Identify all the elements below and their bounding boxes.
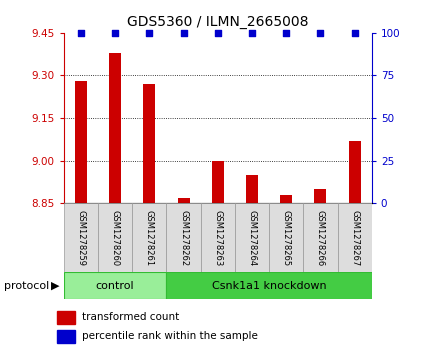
Bar bbox=[57, 330, 75, 343]
Bar bbox=[303, 203, 337, 272]
Text: GSM1278259: GSM1278259 bbox=[77, 210, 85, 266]
Bar bbox=[75, 81, 87, 203]
Text: GSM1278260: GSM1278260 bbox=[110, 210, 120, 266]
Bar bbox=[109, 53, 121, 203]
Bar bbox=[348, 141, 361, 203]
Text: Csnk1a1 knockdown: Csnk1a1 knockdown bbox=[212, 281, 326, 291]
Text: GSM1278263: GSM1278263 bbox=[213, 210, 222, 266]
Text: control: control bbox=[96, 281, 135, 291]
Point bbox=[351, 30, 358, 36]
Point bbox=[317, 30, 324, 36]
Point bbox=[180, 30, 187, 36]
Text: percentile rank within the sample: percentile rank within the sample bbox=[82, 331, 258, 341]
Text: GSM1278266: GSM1278266 bbox=[316, 210, 325, 266]
Text: transformed count: transformed count bbox=[82, 312, 180, 322]
Bar bbox=[98, 203, 132, 272]
Point bbox=[112, 30, 119, 36]
Bar bbox=[178, 197, 190, 203]
Text: GSM1278267: GSM1278267 bbox=[350, 210, 359, 266]
Bar bbox=[64, 203, 98, 272]
Bar bbox=[315, 189, 326, 203]
Text: ▶: ▶ bbox=[51, 281, 59, 291]
Text: GSM1278264: GSM1278264 bbox=[248, 210, 257, 266]
Bar bbox=[246, 175, 258, 203]
Text: GSM1278262: GSM1278262 bbox=[179, 210, 188, 266]
Bar bbox=[269, 203, 303, 272]
Text: protocol: protocol bbox=[4, 281, 50, 291]
Bar bbox=[143, 84, 155, 203]
Bar bbox=[235, 203, 269, 272]
Text: GSM1278265: GSM1278265 bbox=[282, 210, 291, 266]
Bar bbox=[64, 272, 166, 299]
Point bbox=[249, 30, 256, 36]
Point bbox=[283, 30, 290, 36]
Point bbox=[214, 30, 221, 36]
Bar bbox=[132, 203, 166, 272]
Bar bbox=[166, 203, 201, 272]
Point bbox=[77, 30, 84, 36]
Bar bbox=[201, 203, 235, 272]
Bar bbox=[166, 272, 372, 299]
Point bbox=[146, 30, 153, 36]
Bar bbox=[212, 160, 224, 203]
Bar bbox=[57, 311, 75, 323]
Text: GSM1278261: GSM1278261 bbox=[145, 210, 154, 266]
Title: GDS5360 / ILMN_2665008: GDS5360 / ILMN_2665008 bbox=[127, 15, 308, 29]
Bar bbox=[280, 195, 292, 203]
Bar bbox=[337, 203, 372, 272]
